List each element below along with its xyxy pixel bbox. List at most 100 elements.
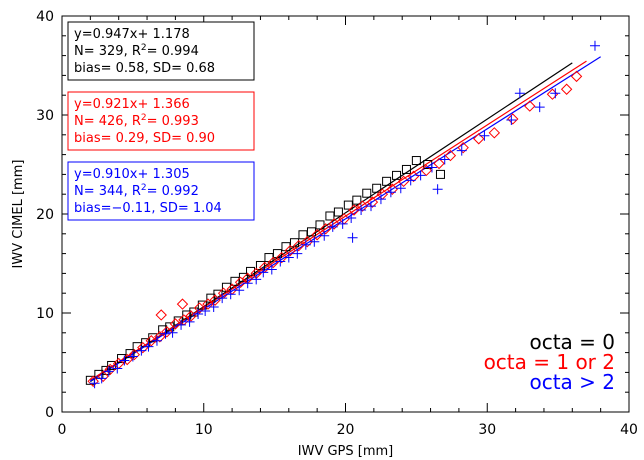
data-point — [456, 145, 467, 156]
data-point — [292, 248, 303, 259]
data-point — [293, 239, 305, 252]
data-point — [155, 309, 167, 321]
data-point — [507, 113, 519, 125]
data-point — [514, 88, 525, 99]
fit-equation: y=0.921x+ 1.366 — [74, 97, 190, 112]
data-point — [589, 40, 600, 51]
data-point — [145, 335, 158, 347]
y-tick-label: 30 — [36, 108, 54, 124]
data-point — [570, 70, 583, 83]
data-point — [488, 127, 501, 139]
data-point — [319, 230, 330, 241]
data-point — [137, 341, 149, 354]
data-point — [356, 200, 369, 212]
data-point — [104, 363, 116, 376]
data-point — [382, 176, 392, 186]
data-point — [347, 232, 358, 243]
data-point — [457, 141, 469, 154]
data-point — [128, 348, 140, 361]
y-tick-label: 40 — [36, 9, 54, 25]
y-tick-label: 20 — [36, 207, 54, 223]
data-point — [309, 236, 320, 247]
data-point — [96, 373, 107, 384]
data-point — [89, 378, 100, 389]
data-point — [372, 183, 382, 193]
fit-bias-sd: bias= 0.29, SD= 0.90 — [74, 131, 215, 146]
stat-box-frame — [67, 21, 255, 81]
stat-box-frame — [67, 161, 255, 221]
data-point — [352, 195, 362, 205]
data-point — [242, 278, 253, 289]
data-point — [251, 274, 262, 285]
fit-line — [90, 56, 601, 382]
data-point — [127, 351, 138, 362]
data-point — [343, 200, 353, 210]
data-point — [246, 266, 256, 276]
x-tick-labels: 0 10 20 30 40 — [58, 422, 638, 438]
data-point — [143, 341, 154, 352]
data-point — [160, 328, 171, 339]
fit-bias-sd: bias=−0.11, SD= 1.04 — [74, 201, 222, 216]
data-point — [366, 201, 377, 212]
data-point — [119, 355, 130, 366]
data-point — [300, 239, 311, 250]
data-point — [298, 230, 308, 240]
data-point — [264, 253, 274, 263]
data-point — [176, 298, 189, 310]
data-point — [184, 316, 195, 327]
fit-n-r2: N= 426, R2= 0.993 — [74, 113, 199, 129]
legend-entry: octa = 1 or 2 — [484, 350, 615, 374]
data-point — [234, 276, 247, 289]
x-tick-label: 20 — [337, 422, 355, 438]
data-point — [506, 114, 517, 125]
legend-entry: octa > 2 — [529, 370, 615, 394]
data-point — [167, 327, 178, 338]
data-point — [385, 187, 396, 198]
data-point — [169, 318, 182, 330]
data-point — [405, 175, 416, 186]
data-point — [407, 170, 420, 183]
data-point — [328, 218, 340, 230]
data-point — [392, 170, 402, 180]
data-point — [433, 157, 445, 170]
data-point — [234, 285, 245, 296]
data-point — [197, 300, 207, 310]
data-point — [97, 370, 109, 383]
legend-entry: octa = 0 — [529, 330, 615, 354]
data-point — [426, 162, 437, 173]
data-point — [546, 88, 559, 100]
data-point — [136, 345, 147, 356]
data-point — [439, 154, 450, 165]
x-axis-title: IWV GPS [mm] — [298, 444, 393, 459]
data-point — [272, 249, 282, 259]
stat-box-frame — [67, 91, 255, 151]
data-point — [176, 319, 187, 330]
y-axis-title: IWV CIMEL [mm] — [11, 160, 26, 269]
data-point — [444, 149, 457, 162]
data-point — [238, 272, 248, 282]
fit-n-r2: N= 344, R2= 0.992 — [74, 183, 199, 199]
fit-equation: y=0.947x+ 1.178 — [74, 27, 190, 42]
data-point — [386, 183, 398, 195]
data-point — [154, 331, 166, 343]
data-point — [366, 196, 379, 208]
fit-bias-sd: bias= 0.58, SD= 0.68 — [74, 61, 215, 76]
data-point — [401, 164, 411, 174]
y-tick-label: 0 — [45, 405, 54, 421]
data-point — [346, 212, 357, 223]
x-tick-label: 0 — [58, 422, 67, 438]
data-point — [255, 260, 265, 270]
data-point — [311, 229, 323, 241]
data-point — [362, 188, 372, 198]
data-point — [284, 244, 296, 257]
data-point — [225, 289, 236, 300]
data-point — [267, 256, 279, 269]
data-point — [182, 310, 192, 320]
data-point — [356, 205, 367, 216]
data-points — [85, 40, 600, 389]
data-point — [411, 156, 421, 166]
data-point — [479, 130, 490, 141]
